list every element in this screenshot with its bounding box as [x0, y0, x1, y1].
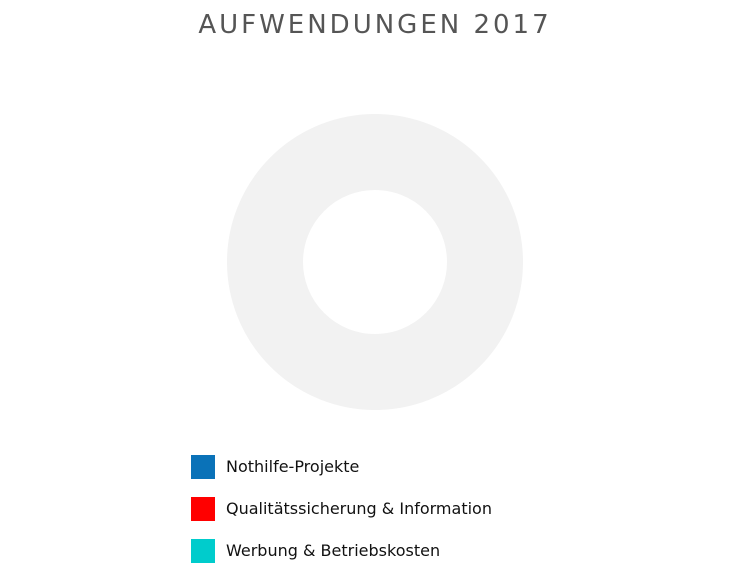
chart-title: AUFWENDUNGEN 2017 — [198, 10, 552, 40]
legend-item-qualitaetssicherung[interactable]: Qualitätssicherung & Information — [191, 496, 492, 521]
legend-label: Werbung & Betriebskosten — [226, 541, 441, 560]
legend: Nothilfe-Projekte Qualitätssicherung & I… — [191, 454, 492, 580]
legend-item-nothilfe-projekte[interactable]: Nothilfe-Projekte — [191, 454, 492, 479]
donut-ring — [227, 114, 523, 410]
legend-label: Qualitätssicherung & Information — [226, 499, 492, 518]
legend-swatch-werbung-betriebskosten — [191, 538, 215, 563]
legend-label: Nothilfe-Projekte — [226, 457, 360, 476]
legend-swatch-qualitaetssicherung — [191, 496, 215, 521]
legend-item-werbung-betriebskosten[interactable]: Werbung & Betriebskosten — [191, 538, 492, 563]
legend-swatch-nothilfe-projekte — [191, 454, 215, 479]
